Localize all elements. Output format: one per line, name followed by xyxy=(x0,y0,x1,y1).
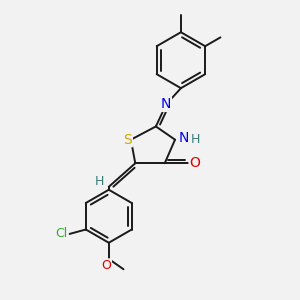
Text: N: N xyxy=(161,98,171,111)
Text: H: H xyxy=(95,175,104,188)
Text: O: O xyxy=(189,156,200,170)
Text: N: N xyxy=(178,131,189,145)
Text: H: H xyxy=(190,133,200,146)
Text: S: S xyxy=(124,133,132,147)
Text: O: O xyxy=(101,259,111,272)
Text: Cl: Cl xyxy=(55,227,68,240)
